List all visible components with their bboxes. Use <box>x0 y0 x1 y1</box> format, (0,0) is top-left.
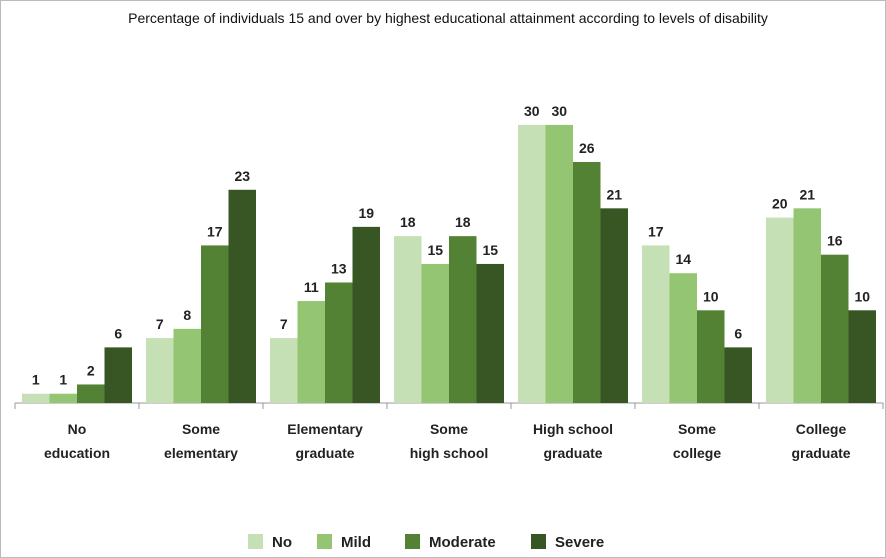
data-label: 11 <box>304 279 319 295</box>
legend-swatch <box>405 534 420 549</box>
data-label: 15 <box>427 242 443 258</box>
bar <box>793 208 821 403</box>
bar <box>22 393 50 403</box>
data-label: 20 <box>772 196 788 212</box>
bar <box>228 189 256 403</box>
bar <box>669 273 697 403</box>
data-label: 14 <box>675 251 691 267</box>
data-label: 2 <box>87 362 95 378</box>
x-tick-label: High school graduate <box>532 421 614 461</box>
bar <box>146 338 174 403</box>
x-tick-label: Some elementary <box>164 421 238 461</box>
bar <box>394 236 422 403</box>
bar <box>104 347 132 403</box>
x-tick-label: No education <box>43 421 111 461</box>
bar <box>545 124 573 404</box>
legend-label: Mild <box>341 534 371 551</box>
data-label: 21 <box>606 186 622 202</box>
data-label: 30 <box>551 103 567 119</box>
data-label: 23 <box>234 168 250 184</box>
data-label: 7 <box>280 316 288 332</box>
data-label: 6 <box>114 325 122 341</box>
bar <box>697 310 725 403</box>
data-label: 21 <box>799 186 815 202</box>
data-label: 19 <box>358 205 374 221</box>
data-label: 13 <box>331 260 347 276</box>
bar <box>421 263 449 403</box>
bar <box>848 310 876 403</box>
legend-label: No <box>272 534 292 551</box>
bar <box>297 301 325 403</box>
chart-title: Percentage of individuals 15 and over by… <box>128 10 768 26</box>
data-label: 26 <box>579 140 595 156</box>
data-label: 16 <box>827 233 843 249</box>
x-tick-label: College graduate <box>791 421 851 461</box>
x-tick-label: Some high school <box>409 421 489 461</box>
bar <box>49 393 77 403</box>
bar <box>352 226 380 403</box>
legend-swatch <box>317 534 332 549</box>
bar <box>724 347 752 403</box>
data-label: 7 <box>156 316 164 332</box>
bar <box>173 328 201 403</box>
bar <box>449 236 477 403</box>
data-label: 10 <box>703 288 719 304</box>
data-label: 1 <box>59 372 67 388</box>
bar <box>600 208 628 403</box>
data-label: 1 <box>32 372 40 388</box>
legend-label: Moderate <box>429 534 496 551</box>
x-tick-label: Elementary graduate <box>287 421 363 461</box>
bar <box>325 282 353 403</box>
bar <box>766 217 794 403</box>
bar <box>518 124 546 404</box>
data-label: 17 <box>648 223 664 239</box>
data-label: 18 <box>455 214 471 230</box>
data-label: 8 <box>183 307 191 323</box>
bar <box>642 245 670 403</box>
data-label: 18 <box>400 214 416 230</box>
x-tick-label: Some college <box>672 421 722 461</box>
bar <box>77 384 105 403</box>
data-label: 6 <box>734 325 742 341</box>
bar <box>821 254 849 403</box>
legend-swatch <box>248 534 263 549</box>
bar <box>201 245 229 403</box>
data-label: 30 <box>524 103 540 119</box>
data-label: 10 <box>854 288 870 304</box>
legend-swatch <box>531 534 546 549</box>
bar <box>573 161 601 403</box>
data-label: 17 <box>207 223 223 239</box>
bar <box>476 263 504 403</box>
bar <box>270 338 298 403</box>
legend-label: Severe <box>555 534 604 551</box>
data-label: 15 <box>482 242 498 258</box>
